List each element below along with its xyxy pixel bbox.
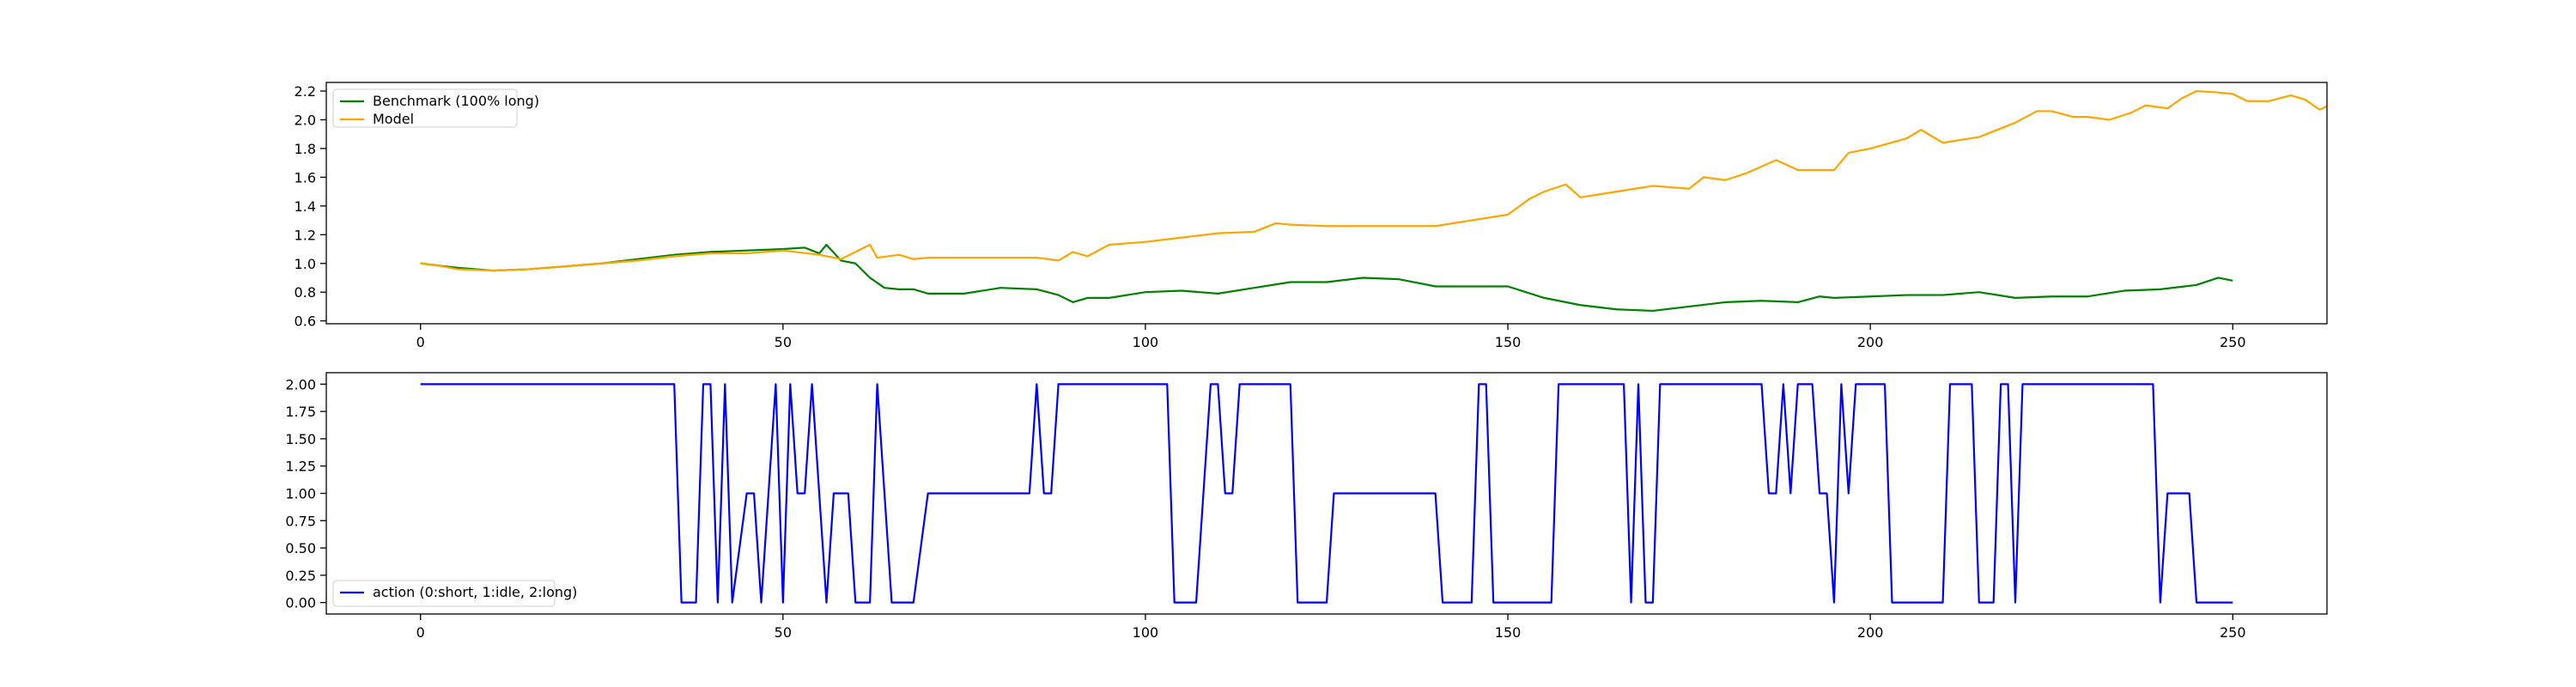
- y-tick-label: 0.50: [285, 540, 316, 556]
- x-tick-label: 200: [1857, 334, 1884, 350]
- y-tick-label: 1.6: [295, 169, 316, 185]
- x-tick-label: 250: [2220, 624, 2246, 641]
- legend: Benchmark (100% long) Model: [332, 88, 539, 128]
- y-tick-label: 1.4: [295, 198, 316, 215]
- y-tick-label: 1.8: [295, 141, 316, 157]
- x-tick-label: 200: [1857, 624, 1884, 641]
- legend-label: action (0:short, 1:idle, 2:long): [373, 584, 577, 600]
- x-tick-label: 250: [2220, 334, 2246, 350]
- x-tick-label: 100: [1133, 624, 1159, 641]
- y-tick-label: 1.75: [285, 404, 316, 420]
- y-tick-label: 0.75: [285, 513, 316, 529]
- x-tick-label: 0: [416, 334, 425, 350]
- chart-portfolio-value: 0 50 100 150 200 250 0.6 0.8 1.0 1.2 1.4 1.6 1.8 2.0 2…: [295, 82, 2328, 350]
- legend-box: [332, 88, 518, 128]
- series-line-benchmark: [420, 243, 2233, 313]
- x-tick-label: 50: [775, 624, 792, 641]
- y-tick-label: 0.25: [285, 568, 316, 584]
- chart-action: 0 50 100 150 200 250 0.00 0.25 0.50 0.75 1.00 1.25 1…: [285, 372, 2328, 641]
- x-tick-label: 150: [1495, 334, 1522, 350]
- y-tick-label: 2.2: [295, 83, 316, 100]
- y-tick-label: 0.6: [295, 313, 316, 330]
- y-tick-label: 2.0: [295, 112, 316, 128]
- x-tick-label: 150: [1495, 624, 1522, 641]
- legend-label: Benchmark (100% long): [373, 93, 539, 109]
- series-line-model: [420, 89, 2327, 272]
- y-tick-label: 0.8: [295, 284, 316, 301]
- y-tick-label: 1.50: [285, 431, 316, 447]
- y-tick-label: 0.00: [285, 595, 316, 611]
- x-tick-label: 0: [416, 624, 425, 641]
- series-line-action: [420, 383, 2233, 604]
- legend-box: [332, 580, 556, 607]
- legend-label: Model: [373, 111, 414, 127]
- legend: action (0:short, 1:idle, 2:long): [332, 580, 577, 607]
- x-tick-label: 50: [775, 334, 792, 350]
- y-tick-label: 1.25: [285, 459, 316, 475]
- y-tick-label: 2.00: [285, 376, 316, 392]
- y-tick-label: 1.2: [295, 227, 316, 243]
- y-tick-label: 1.0: [295, 256, 316, 272]
- x-tick-label: 100: [1133, 334, 1159, 350]
- y-tick-label: 1.00: [285, 486, 316, 502]
- axes-frame: [325, 82, 2328, 325]
